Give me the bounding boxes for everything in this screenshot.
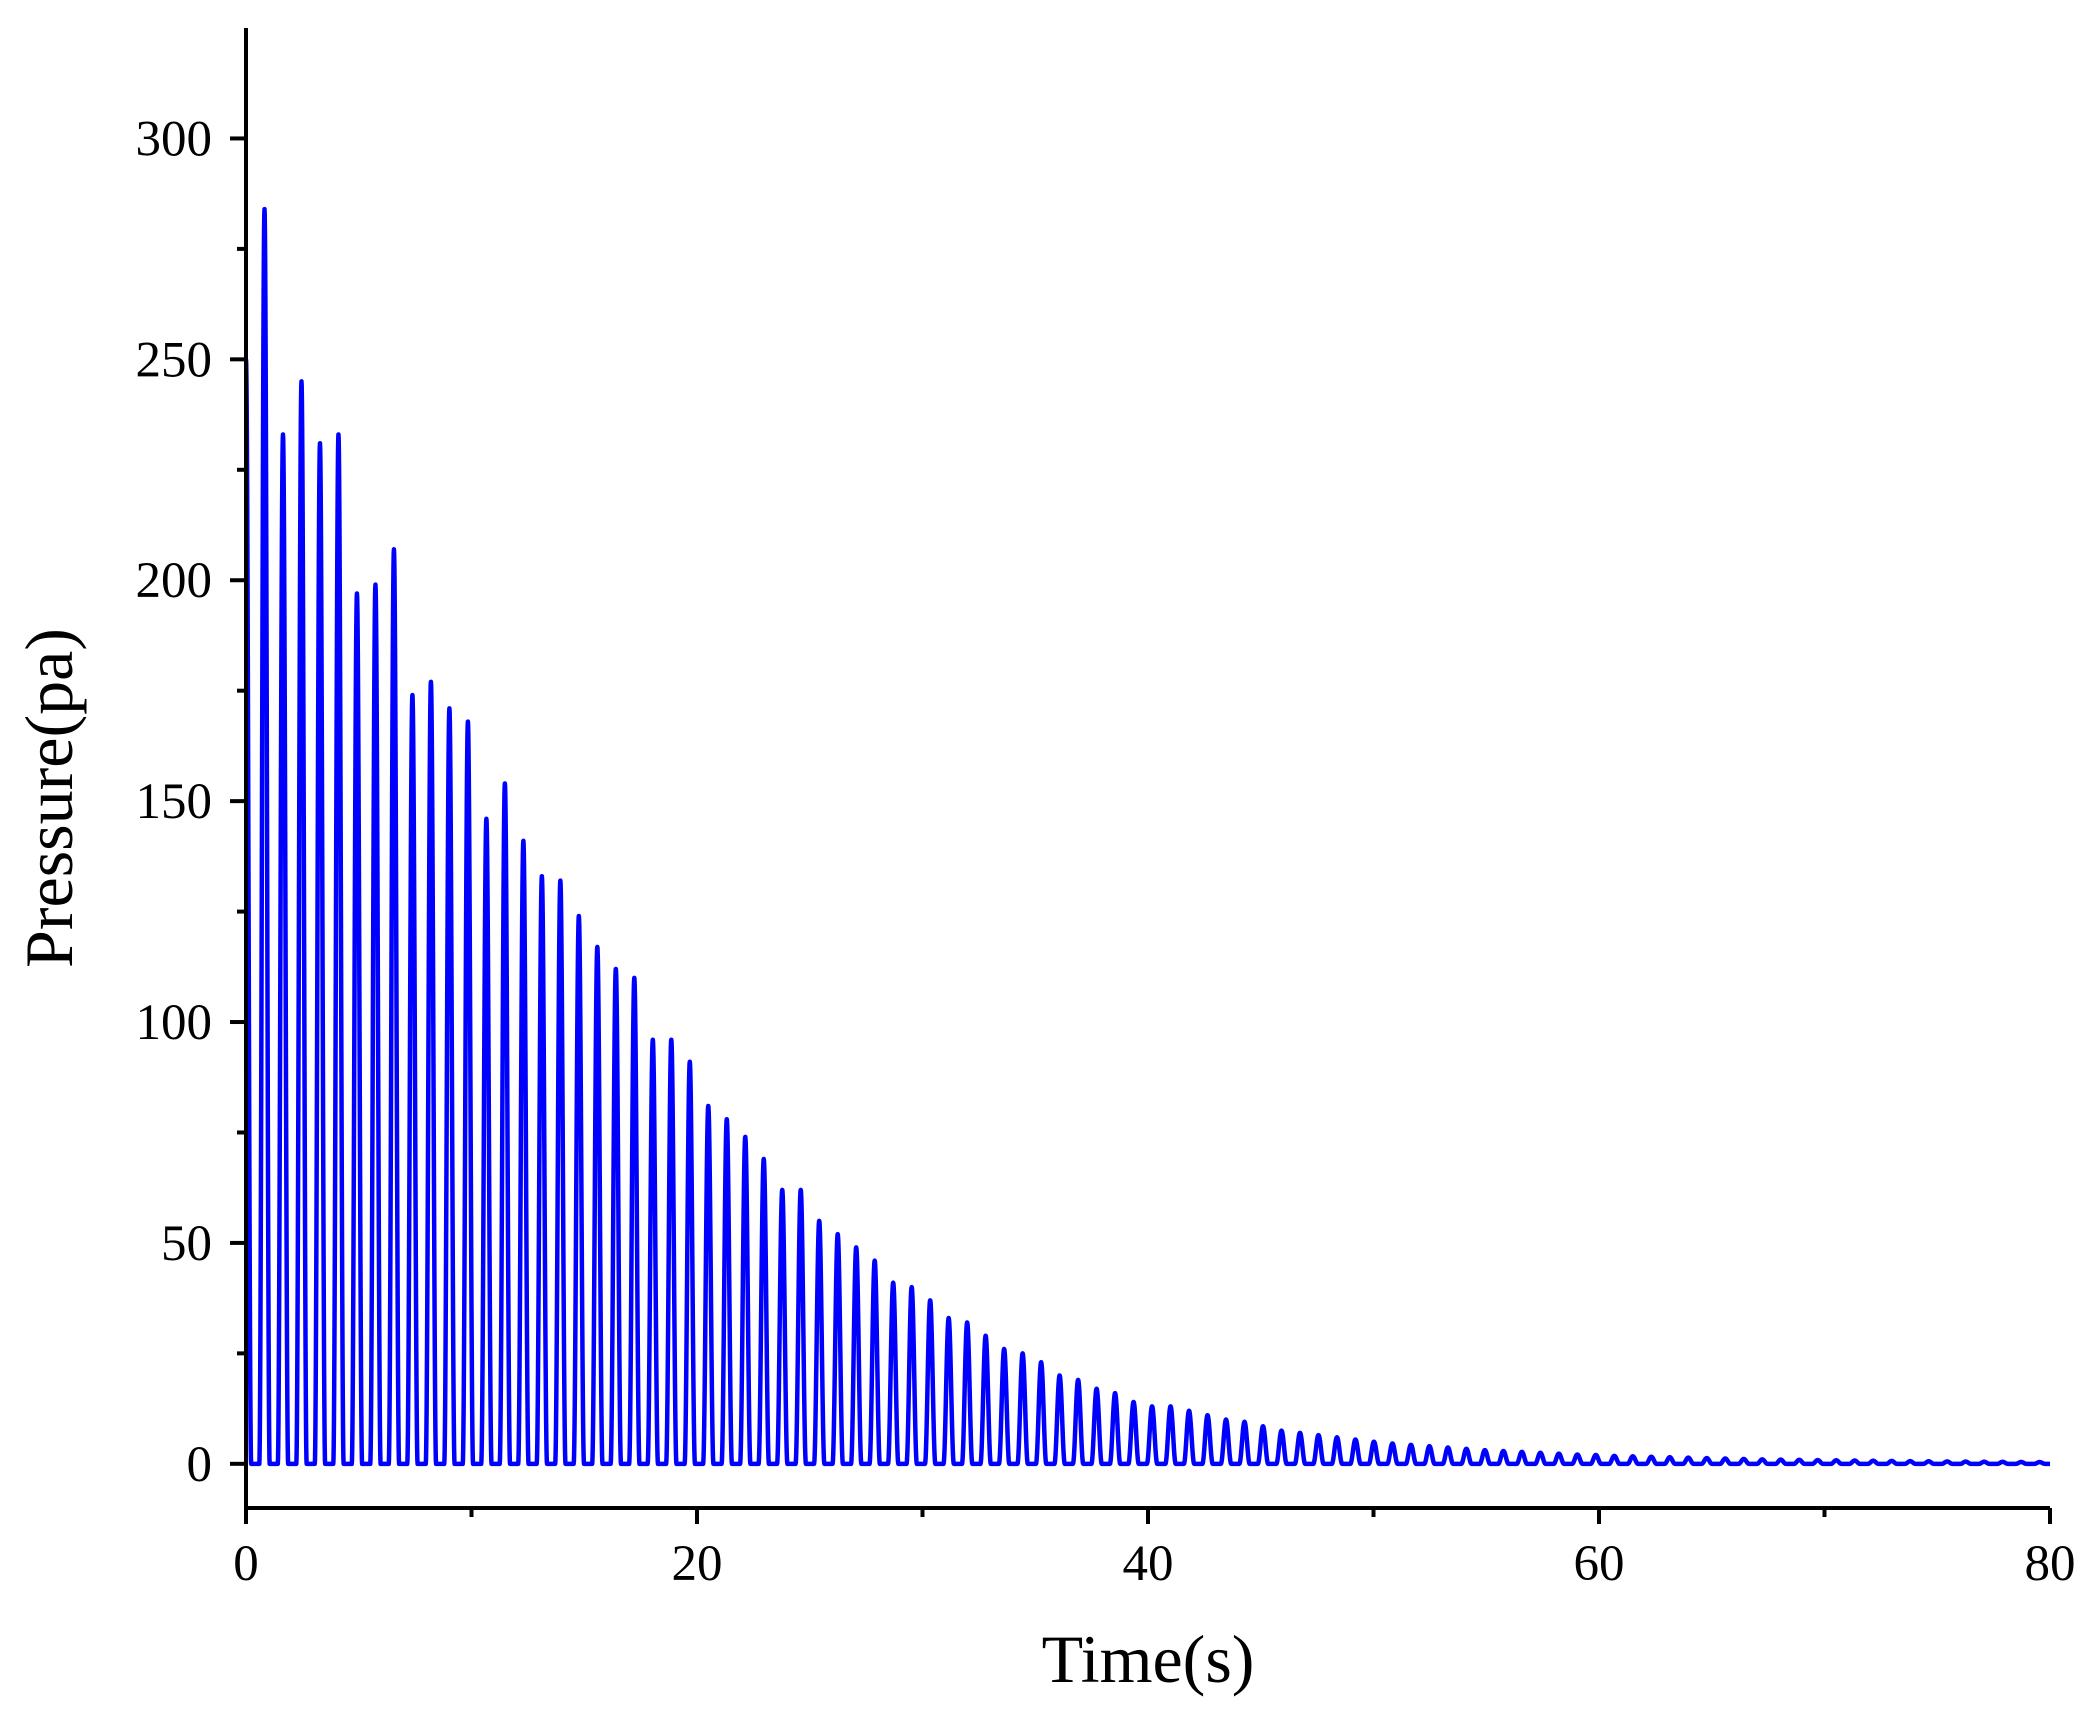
x-tick-label: 60 xyxy=(1574,1536,1625,1592)
y-tick-label: 200 xyxy=(136,553,213,609)
y-axis-title: Pressure(pa) xyxy=(11,628,87,968)
x-axis-title: Time(s) xyxy=(1042,1621,1255,1697)
x-tick-label: 80 xyxy=(2025,1536,2076,1592)
pressure-series-line xyxy=(246,206,2050,1467)
y-tick-label: 0 xyxy=(187,1437,213,1493)
y-tick-label: 300 xyxy=(136,111,213,167)
axes: 0 50 100 150 200 250 300 0 20 40 60 80 xyxy=(136,28,2076,1592)
y-tick-label: 100 xyxy=(136,995,213,1051)
y-tick-label: 250 xyxy=(136,332,213,388)
x-tick-label: 40 xyxy=(1123,1536,1174,1592)
plot-area xyxy=(246,206,2050,1467)
x-tick-label: 0 xyxy=(233,1536,259,1592)
x-tick-label: 20 xyxy=(672,1536,723,1592)
y-tick-label: 50 xyxy=(161,1216,212,1272)
y-tick-label: 150 xyxy=(136,774,213,830)
